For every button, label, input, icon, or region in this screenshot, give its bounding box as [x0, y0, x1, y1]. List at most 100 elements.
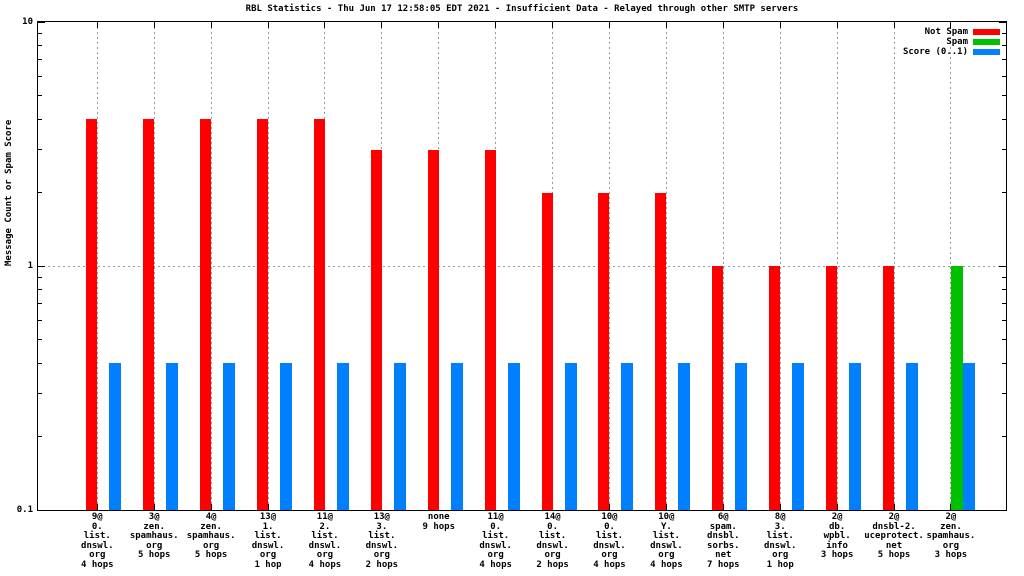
legend-item-score: Score (0..1): [903, 47, 1000, 57]
x-axis-label-line: 1 hop: [254, 559, 282, 570]
y-tick-minor: [38, 192, 42, 194]
y-tick-minor: [38, 276, 42, 278]
gridline-vertical: [381, 22, 383, 510]
x-tick-top: [495, 22, 497, 28]
x-axis-label-line: 7 hops: [707, 559, 740, 570]
gridline-vertical: [153, 22, 155, 510]
x-tick-top: [836, 22, 838, 28]
x-tick-top: [950, 22, 952, 28]
legend-label-not-spam: Not Spam: [924, 27, 968, 37]
x-axis-label-line: 1.: [262, 521, 274, 532]
gridline-vertical: [210, 22, 212, 510]
x-axis-label-line: 13@: [259, 512, 277, 522]
x-axis-label-line: list.: [539, 531, 567, 541]
y-tick-minor: [38, 32, 42, 34]
x-axis-label-line: org: [373, 550, 390, 560]
x-tick-bottom: [779, 504, 781, 510]
bar-not-spam: [200, 119, 212, 510]
x-axis-label-line: list.: [766, 531, 794, 541]
x-axis-label-line: 5 hops: [137, 550, 171, 560]
bar-not-spam: [655, 192, 667, 510]
bar-score: [393, 363, 406, 510]
y-tick-minor: [38, 118, 42, 120]
x-axis-label-line: org: [146, 540, 163, 551]
y-tick-label: 10: [22, 17, 33, 27]
x-axis-label: 11@ 0. list. dnswl. org 4 hops: [446, 512, 546, 570]
y-tick-minor: [1002, 192, 1006, 194]
x-axis-label-line: 0.: [547, 521, 558, 532]
y-tick-minor: [38, 393, 42, 395]
bar-score: [109, 363, 122, 510]
x-tick-top: [96, 22, 98, 28]
y-tick-major: [999, 21, 1006, 23]
x-axis-label: 13@ 1. list. dnswl. org 1 hop: [218, 512, 318, 570]
x-axis-label-line: org: [772, 550, 789, 560]
x-axis-label-line: 1 hop: [766, 559, 794, 570]
y-tick-minor: [1002, 362, 1006, 364]
y-tick-label: 1: [27, 261, 33, 271]
x-axis-label-line: 4 hops: [650, 559, 683, 570]
legend-item-spam: Spam: [903, 37, 1000, 47]
x-axis-label-line: 2@: [831, 512, 843, 522]
gridline-horizontal: [38, 265, 1006, 267]
bar-score: [507, 363, 520, 510]
y-tick-minor: [38, 75, 42, 77]
x-tick-bottom: [381, 504, 383, 510]
x-axis-label-line: list.: [482, 531, 510, 541]
y-tick-minor: [38, 59, 42, 61]
x-tick-top: [438, 22, 440, 28]
y-tick-minor: [38, 436, 42, 438]
chart-title: RBL Statistics - Thu Jun 17 12:58:05 EDT…: [245, 4, 799, 14]
x-axis-label: 2@ dnsbl-2. uceprotect. net 5 hops: [844, 512, 944, 561]
bar-not-spam: [370, 149, 382, 510]
x-axis-label-line: dnswl.: [251, 540, 285, 551]
x-tick-top: [153, 22, 155, 28]
bar-score: [849, 363, 862, 510]
x-tick-bottom: [438, 504, 440, 510]
bar-score: [906, 363, 919, 510]
x-axis-label-line: org: [316, 550, 334, 560]
x-axis-label: 10@ 0. list. dnswl. org 4 hops: [559, 512, 659, 570]
x-axis-label-line: org: [544, 550, 561, 560]
x-axis-label-line: list.: [311, 531, 339, 541]
x-axis-label: 13@ 3. list. dnswl. org 2 hops: [332, 512, 432, 570]
x-axis-label-line: net: [715, 550, 732, 560]
x-axis-label-line: 3.: [376, 521, 388, 532]
x-axis-label-line: 5 hops: [194, 550, 228, 560]
x-axis-label: 11@ 2. list. dnswl. org 4 hops: [275, 512, 375, 570]
x-tick-bottom: [836, 504, 838, 510]
x-axis-label-line: org: [89, 550, 106, 560]
x-axis-label-line: 6@: [717, 512, 729, 522]
x-axis-label-line: dnsbl.: [707, 531, 740, 541]
x-axis-label-line: dnswl.: [536, 540, 569, 551]
x-axis-label-line: spamhaus.: [926, 531, 976, 541]
y-tick-minor: [1002, 436, 1006, 438]
x-axis-label-line: 0.: [490, 521, 502, 532]
legend: Not Spam Spam Score (0..1): [903, 27, 1000, 57]
x-axis-label-line: 3@: [148, 512, 160, 522]
y-tick-minor: [1002, 45, 1006, 47]
gridline-vertical: [438, 22, 440, 510]
x-tick-bottom: [495, 504, 497, 510]
x-axis-label: 8@ 3. list. dnswl. org 1 hop: [730, 512, 830, 570]
x-tick-top: [267, 22, 269, 28]
gridline-vertical: [893, 22, 895, 510]
legend-label-score: Score (0..1): [902, 47, 968, 57]
legend-swatch-not-spam: [973, 29, 1000, 35]
bar-not-spam: [484, 149, 496, 510]
x-axis-label-line: org: [487, 550, 504, 560]
plot-area: [37, 21, 1007, 511]
legend-label-spam: Spam: [946, 37, 968, 47]
y-tick-minor: [38, 303, 42, 305]
x-tick-top: [722, 22, 724, 28]
x-axis-label-line: org: [942, 540, 960, 551]
x-axis-label-line: list.: [652, 531, 680, 541]
x-axis-label-line: 2@: [945, 512, 957, 522]
x-axis-label: none 9 hops: [389, 512, 489, 532]
x-tick-bottom: [267, 504, 269, 510]
gridline-vertical: [96, 22, 98, 510]
x-axis-label-line: 0.: [91, 521, 103, 532]
gridline-vertical: [495, 22, 497, 510]
x-axis-label: 10@ Y. list. dnswl. org 4 hops: [616, 512, 716, 570]
